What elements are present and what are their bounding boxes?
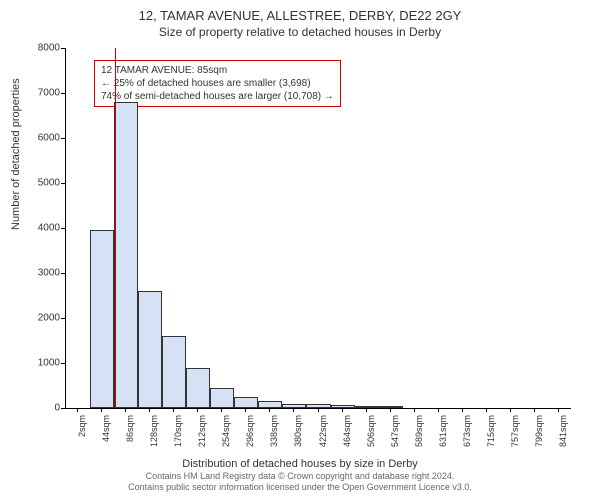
x-tick-label: 254sqm	[221, 415, 231, 455]
y-tick-mark	[61, 93, 65, 94]
x-tick-label: 338sqm	[269, 415, 279, 455]
y-tick-label: 5000	[25, 178, 60, 189]
y-tick-mark	[61, 183, 65, 184]
y-tick-mark	[61, 273, 65, 274]
x-tick-mark	[245, 408, 246, 412]
y-tick-mark	[61, 228, 65, 229]
y-tick-label: 7000	[25, 88, 60, 99]
footer-line1: Contains HM Land Registry data © Crown c…	[0, 471, 600, 483]
histogram-bar	[234, 397, 258, 408]
y-tick-label: 1000	[25, 358, 60, 369]
x-tick-label: 128sqm	[149, 415, 159, 455]
y-tick-mark	[61, 138, 65, 139]
histogram-bar	[90, 230, 114, 408]
x-tick-mark	[486, 408, 487, 412]
x-tick-label: 296sqm	[245, 415, 255, 455]
y-tick-label: 2000	[25, 313, 60, 324]
annotation-line2: ← 25% of detached houses are smaller (3,…	[101, 77, 334, 90]
x-tick-label: 212sqm	[197, 415, 207, 455]
x-tick-mark	[269, 408, 270, 412]
y-tick-mark	[61, 48, 65, 49]
x-tick-mark	[197, 408, 198, 412]
x-tick-mark	[366, 408, 367, 412]
x-tick-label: 757sqm	[510, 415, 520, 455]
x-axis-title: Distribution of detached houses by size …	[0, 458, 600, 470]
plot-area: 12 TAMAR AVENUE: 85sqm ← 25% of detached…	[65, 48, 571, 409]
x-tick-label: 380sqm	[293, 415, 303, 455]
annotation-line1: 12 TAMAR AVENUE: 85sqm	[101, 64, 334, 77]
x-tick-mark	[534, 408, 535, 412]
x-tick-label: 631sqm	[438, 415, 448, 455]
x-tick-label: 170sqm	[173, 415, 183, 455]
x-tick-mark	[558, 408, 559, 412]
x-tick-mark	[149, 408, 150, 412]
y-tick-label: 8000	[25, 43, 60, 54]
y-tick-mark	[61, 363, 65, 364]
x-tick-label: 506sqm	[366, 415, 376, 455]
x-tick-label: 715sqm	[486, 415, 496, 455]
x-tick-mark	[414, 408, 415, 412]
histogram-bar	[210, 388, 234, 408]
x-tick-mark	[77, 408, 78, 412]
chart-footer: Contains HM Land Registry data © Crown c…	[0, 471, 600, 494]
x-tick-mark	[293, 408, 294, 412]
histogram-bar	[138, 291, 162, 408]
annotation-box: 12 TAMAR AVENUE: 85sqm ← 25% of detached…	[94, 60, 341, 107]
y-tick-label: 3000	[25, 268, 60, 279]
footer-line2: Contains public sector information licen…	[0, 482, 600, 494]
x-tick-mark	[462, 408, 463, 412]
histogram-bar	[258, 401, 282, 408]
y-tick-mark	[61, 408, 65, 409]
x-tick-label: 673sqm	[462, 415, 472, 455]
histogram-bar	[282, 404, 306, 409]
chart-container: 12, TAMAR AVENUE, ALLESTREE, DERBY, DE22…	[0, 0, 600, 500]
x-tick-mark	[438, 408, 439, 412]
y-tick-mark	[61, 318, 65, 319]
x-tick-mark	[173, 408, 174, 412]
x-tick-mark	[318, 408, 319, 412]
marker-line	[115, 48, 116, 408]
x-tick-label: 799sqm	[534, 415, 544, 455]
x-tick-mark	[221, 408, 222, 412]
x-tick-mark	[390, 408, 391, 412]
x-tick-label: 841sqm	[558, 415, 568, 455]
y-tick-label: 0	[25, 403, 60, 414]
y-axis-title: Number of detached properties	[10, 78, 22, 230]
x-tick-label: 422sqm	[318, 415, 328, 455]
x-tick-mark	[125, 408, 126, 412]
chart-title-sub: Size of property relative to detached ho…	[0, 23, 600, 39]
histogram-bar	[186, 368, 210, 409]
histogram-bar	[162, 336, 186, 408]
chart-title-main: 12, TAMAR AVENUE, ALLESTREE, DERBY, DE22…	[0, 0, 600, 23]
x-tick-label: 464sqm	[342, 415, 352, 455]
y-tick-label: 6000	[25, 133, 60, 144]
x-tick-label: 547sqm	[390, 415, 400, 455]
x-tick-label: 589sqm	[414, 415, 424, 455]
x-tick-label: 44sqm	[101, 415, 111, 455]
x-tick-mark	[342, 408, 343, 412]
x-tick-mark	[101, 408, 102, 412]
x-tick-label: 86sqm	[125, 415, 135, 455]
histogram-bar	[114, 102, 138, 408]
y-tick-label: 4000	[25, 223, 60, 234]
x-tick-mark	[510, 408, 511, 412]
x-tick-label: 2sqm	[77, 415, 87, 455]
